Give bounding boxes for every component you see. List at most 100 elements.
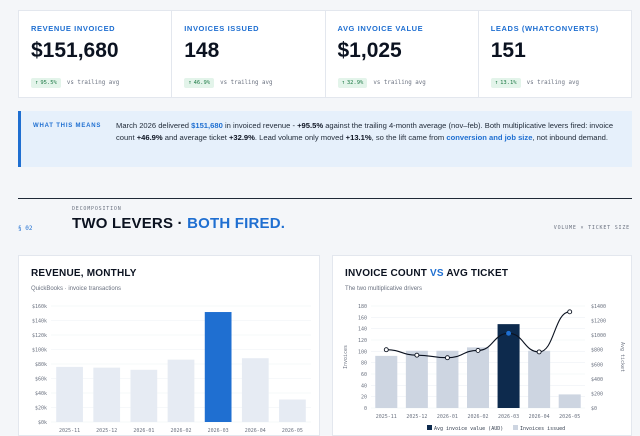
kpi-value: 148 (184, 39, 220, 62)
section-eyebrow: DECOMPOSITION (72, 206, 122, 212)
line-point (383, 347, 389, 353)
bar (167, 359, 195, 422)
x-tick-label: 2025-11 (59, 428, 80, 434)
y-left-tick-label: 40 (361, 383, 367, 389)
revenue-bar-chart: $0k $20k $40k $60k $80k $100k $120k $140k $160k 2… (32, 304, 311, 434)
legend-swatch (427, 425, 432, 430)
y-left-tick-label: 60 (361, 372, 367, 378)
insight-callout: WHAT THIS MEANS March 2026 delivered $15… (18, 111, 632, 167)
x-tick-label: 2026-05 (559, 414, 580, 420)
y-right-tick-label: $600 (591, 362, 603, 368)
up-arrow-icon: ↑ (188, 80, 192, 86)
x-tick-label: 2026-03 (498, 414, 519, 420)
kpi-label: AVG INVOICE VALUE (337, 24, 424, 33)
bar (56, 366, 83, 422)
insight-text: March 2026 delivered $151,680 in invoice… (116, 121, 614, 143)
bar (375, 355, 398, 408)
y-left-tick-label: 160 (358, 315, 367, 321)
section-title: TWO LEVERS · BOTH FIRED. (72, 215, 286, 232)
card-title: INVOICE COUNT VS AVG TICKET (345, 268, 509, 279)
y-left-tick-label: 140 (358, 327, 367, 333)
kpi-value: $1,025 (337, 39, 402, 62)
legend-label: Invoices issued (520, 426, 565, 432)
section-number: § 02 (18, 225, 33, 232)
delta-value: 13.1% (500, 80, 517, 86)
x-tick-label: 2026-01 (437, 414, 458, 420)
up-arrow-icon: ↑ (341, 80, 345, 86)
y-left-tick-label: 180 (358, 304, 367, 310)
x-tick-label: 2026-03 (208, 428, 229, 434)
y-right-axis-label: Avg ticket (619, 342, 625, 372)
up-arrow-icon: ↑ (35, 80, 39, 86)
x-tick-label: 2026-02 (467, 414, 488, 420)
invoice-combo-chart: 0 20 40 60 80 100 120 140 160 180 $0 $200 $400 $600 $8… (343, 304, 625, 432)
delta-badge: ↑ 13.1% (490, 78, 521, 88)
y-left-tick-label: 0 (364, 406, 367, 412)
y-left-tick-label: 20 (361, 395, 367, 401)
y-right-tick-label: $0 (591, 406, 597, 412)
line-point (475, 347, 481, 353)
kpi-foot: ↑ 95.5% vs trailing avg (31, 78, 119, 88)
kpi-label: REVENUE INVOICED (31, 24, 116, 33)
x-tick-label: 2025-12 (96, 428, 117, 434)
bar (241, 358, 269, 422)
kpi-foot: ↑ 32.9% vs trailing avg (337, 78, 426, 88)
card-title: REVENUE, MONTHLY (31, 268, 137, 279)
kpi-card-avg-invoice: AVG INVOICE VALUE $1,025 ↑ 32.9% vs trail… (326, 11, 479, 97)
bar (558, 394, 581, 408)
y-left-tick-label: 100 (358, 349, 367, 355)
kpi-card-leads: LEADS (WHATCONVERTS) 151 ↑ 13.1% vs trail… (479, 11, 631, 97)
bar (436, 350, 459, 408)
y-left-axis-label: Invoices (343, 345, 349, 369)
insight-label: WHAT THIS MEANS (33, 123, 102, 129)
up-arrow-icon: ↑ (494, 80, 499, 86)
kpi-card-invoices: INVOICES ISSUED 148 ↑ 46.9% vs trailing a… (172, 11, 326, 97)
bar (466, 347, 490, 408)
bar (279, 399, 306, 422)
y-right-tick-label: $800 (591, 348, 603, 354)
section-right-label: VOLUME × TICKET SIZE (553, 225, 630, 231)
y-tick-label: $160k (32, 304, 47, 310)
y-tick-label: $100k (32, 348, 47, 354)
y-tick-label: $40k (35, 391, 47, 397)
card-subtitle: The two multiplicative drivers (345, 286, 423, 292)
delta-value: 46.9% (193, 80, 211, 86)
bar (204, 312, 232, 422)
y-tick-label: $0k (38, 420, 47, 426)
kpi-comparison: vs trailing avg (66, 80, 120, 86)
legend-label: Avg invoice value (AUD) (434, 426, 503, 432)
bar (405, 350, 428, 408)
y-right-tick-label: $400 (591, 377, 603, 383)
kpi-label: LEADS (WHATCONVERTS) (490, 24, 599, 33)
y-right-tick-label: $1200 (591, 319, 606, 325)
kpi-comparison: vs trailing avg (526, 80, 579, 86)
y-tick-label: $140k (32, 319, 47, 325)
x-tick-label: 2026-05 (282, 428, 303, 434)
x-tick-label: 2025-12 (406, 414, 427, 420)
x-tick-label: 2026-04 (245, 428, 266, 434)
kpi-value: $151,680 (31, 39, 119, 62)
line-point (567, 309, 573, 315)
kpi-label: INVOICES ISSUED (184, 24, 260, 33)
revenue-chart-card: REVENUE, MONTHLY QuickBooks · invoice tr… (18, 255, 320, 436)
bar (528, 350, 551, 408)
y-tick-label: $120k (32, 333, 47, 339)
delta-badge: ↑ 32.9% (337, 78, 368, 88)
y-right-tick-label: $1000 (591, 333, 606, 339)
y-right-tick-label: $200 (591, 391, 603, 397)
y-right-tick-label: $1400 (591, 304, 606, 310)
bar (93, 367, 121, 422)
kpi-card-revenue: REVENUE INVOICED $151,680 ↑ 95.5% vs trai… (19, 11, 173, 97)
x-tick-label: 2026-01 (133, 428, 154, 434)
kpi-comparison: vs trailing avg (220, 80, 273, 86)
section-divider (18, 198, 632, 199)
y-tick-label: $80k (35, 362, 47, 368)
bar (497, 324, 520, 408)
line-point (506, 330, 512, 336)
kpi-foot: ↑ 13.1% vs trailing avg (490, 78, 579, 88)
delta-badge: ↑ 46.9% (184, 78, 215, 88)
line-point (444, 355, 450, 361)
delta-badge: ↑ 95.5% (31, 78, 61, 88)
kpi-value: 151 (490, 39, 526, 62)
card-subtitle: QuickBooks · invoice transactions (31, 286, 122, 292)
